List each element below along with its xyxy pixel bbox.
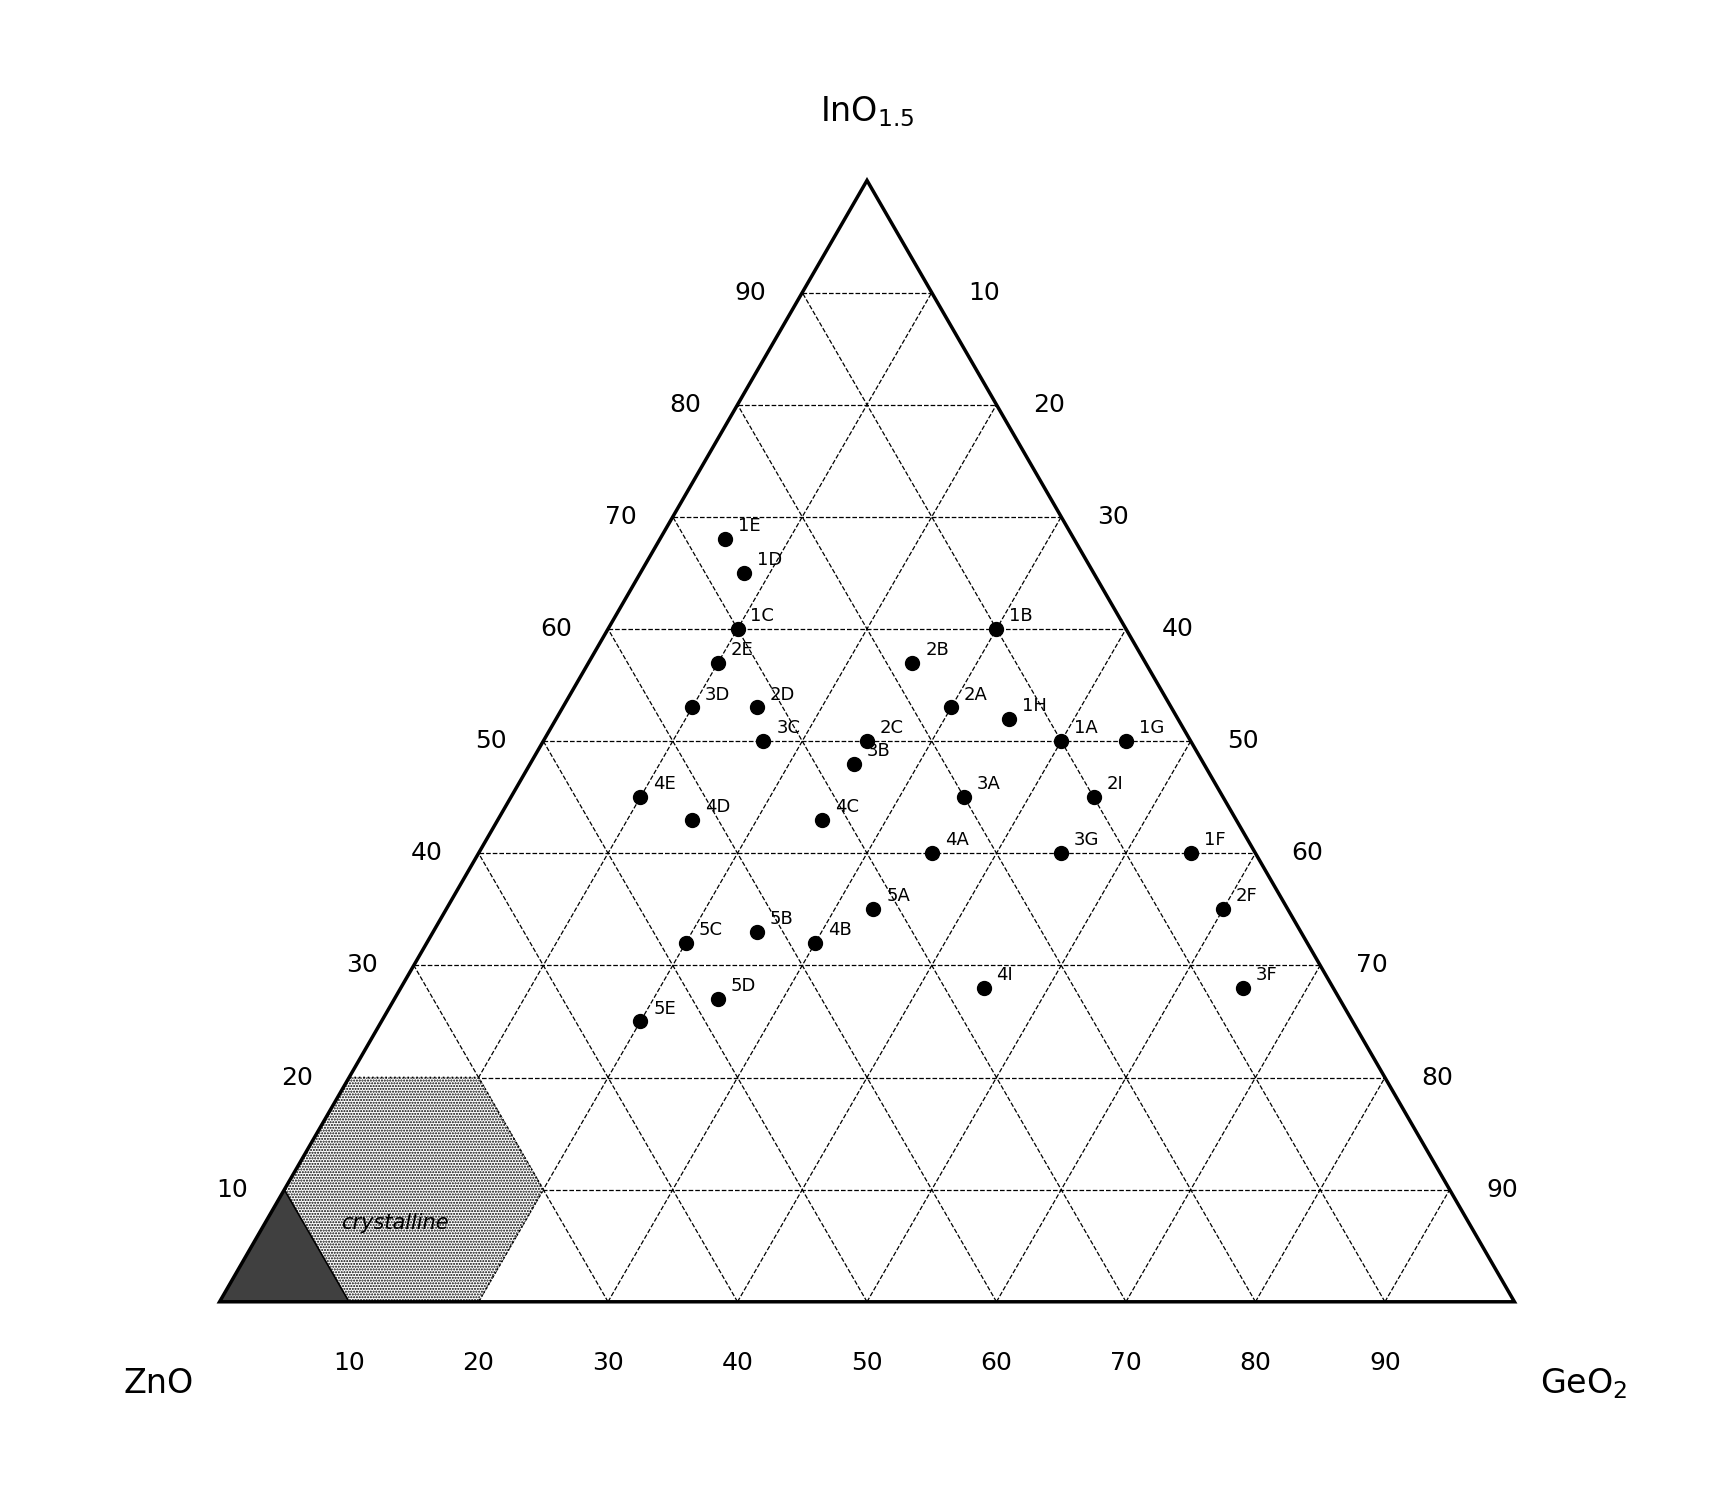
Text: 4D: 4D [706,797,730,815]
Text: 90: 90 [1370,1351,1401,1375]
Point [704,651,732,675]
Point [995,706,1023,730]
Text: 4B: 4B [829,921,851,939]
Text: 3A: 3A [976,775,1001,793]
Point [898,651,926,675]
Point [1080,785,1108,809]
Point [841,751,869,775]
Point [950,785,978,809]
Text: 2C: 2C [879,720,903,738]
Point [626,785,654,809]
Text: 80: 80 [669,393,701,417]
Point [626,1010,654,1034]
Point [744,696,772,720]
Text: 1G: 1G [1139,720,1164,738]
Point [723,617,751,641]
Text: 3B: 3B [867,742,891,760]
Text: 5D: 5D [732,977,756,995]
Text: 2B: 2B [926,641,948,659]
Text: 5C: 5C [699,921,723,939]
Text: 20: 20 [1033,393,1065,417]
Text: 4I: 4I [997,966,1013,983]
Text: 30: 30 [345,954,378,977]
Point [678,808,706,831]
Text: 10: 10 [333,1351,364,1375]
Point [1209,897,1236,921]
Text: 2A: 2A [964,685,988,703]
Point [860,897,888,921]
Text: 2F: 2F [1236,888,1257,906]
Text: 4E: 4E [654,775,676,793]
Text: crystalline: crystalline [340,1213,447,1234]
Text: 20: 20 [281,1065,312,1089]
Text: 3D: 3D [706,685,730,703]
Text: 50: 50 [1228,729,1259,752]
Text: 2I: 2I [1106,775,1124,793]
Point [1111,729,1139,752]
Point [983,617,1011,641]
Polygon shape [220,1077,543,1302]
Point [917,842,945,866]
Text: 20: 20 [463,1351,494,1375]
Text: 2E: 2E [732,641,754,659]
Text: 30: 30 [1098,505,1129,529]
Text: 3G: 3G [1073,831,1099,849]
Text: 50: 50 [851,1351,883,1375]
Text: 70: 70 [605,505,636,529]
Point [853,729,881,752]
Text: 50: 50 [475,729,506,752]
Text: 1C: 1C [751,606,775,626]
Text: 10: 10 [217,1177,248,1201]
Text: 70: 70 [1356,954,1389,977]
Text: 1D: 1D [758,551,782,569]
Text: 3C: 3C [777,720,801,738]
Point [1229,976,1257,1000]
Point [808,808,836,831]
Text: 5B: 5B [770,910,794,928]
Text: 90: 90 [1486,1177,1517,1201]
Text: 60: 60 [1292,842,1323,866]
Text: 40: 40 [411,842,442,866]
Text: 1B: 1B [1009,606,1033,626]
Point [938,696,966,720]
Text: 1F: 1F [1203,831,1226,849]
Text: 10: 10 [968,280,1001,304]
Point [1047,729,1075,752]
Text: 90: 90 [733,280,766,304]
Text: 40: 40 [1162,617,1195,641]
Text: 1E: 1E [737,517,759,535]
Text: 4A: 4A [945,831,969,849]
Polygon shape [220,1189,349,1302]
Text: 60: 60 [539,617,572,641]
Text: 70: 70 [1110,1351,1143,1375]
Text: 80: 80 [1422,1065,1453,1089]
Text: 5E: 5E [654,1000,676,1018]
Text: ZnO: ZnO [123,1366,194,1399]
Point [671,931,699,955]
Text: 60: 60 [980,1351,1013,1375]
Text: GeO$_2$: GeO$_2$ [1540,1366,1628,1401]
Point [744,919,772,943]
Point [801,931,829,955]
Point [749,729,777,752]
Point [678,696,706,720]
Point [711,527,739,551]
Text: 1H: 1H [1023,697,1047,715]
Point [969,976,997,1000]
Text: 30: 30 [591,1351,624,1375]
Text: InO$_{1.5}$: InO$_{1.5}$ [820,94,914,128]
Text: 2D: 2D [770,685,796,703]
Text: 40: 40 [721,1351,754,1375]
Point [704,986,732,1010]
Text: 80: 80 [1240,1351,1271,1375]
Point [1047,842,1075,866]
Text: 3F: 3F [1255,966,1278,983]
Text: 4C: 4C [834,797,858,815]
Point [730,560,758,584]
Text: 1A: 1A [1073,720,1098,738]
Text: 5A: 5A [886,888,910,906]
Point [1177,842,1205,866]
